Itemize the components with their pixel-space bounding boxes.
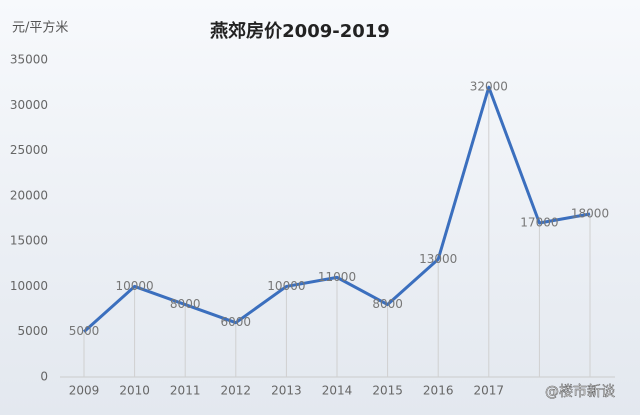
data-label: 8000	[170, 297, 201, 311]
data-label: 10000	[267, 279, 305, 293]
x-tick-label: 2015	[372, 384, 403, 398]
data-label: 11000	[318, 270, 356, 284]
x-tick-label: 2013	[271, 384, 302, 398]
y-tick-label: 15000	[10, 234, 48, 248]
data-label: 5000	[69, 324, 100, 338]
data-label: 18000	[571, 206, 609, 220]
x-tick-label: 2014	[322, 384, 353, 398]
line	[82, 85, 591, 333]
y-tick-label: 30000	[10, 98, 48, 112]
x-tick-label: 2010	[119, 384, 150, 398]
y-tick-label: 35000	[10, 53, 48, 67]
y-tick-label: 20000	[10, 188, 48, 202]
chart-title: 燕郊房价2009-2019	[210, 20, 390, 42]
y-tick-label: 10000	[10, 279, 48, 293]
x-tick-label: 2012	[221, 384, 252, 398]
y-axis-label: 元/平方米	[12, 20, 68, 36]
data-label: 6000	[221, 315, 252, 329]
data-label: 10000	[116, 279, 154, 293]
data-label: 8000	[372, 297, 403, 311]
x-tick-label: 2017	[474, 384, 505, 398]
data-label: 32000	[470, 80, 508, 94]
y-tick-label: 0	[40, 370, 48, 384]
watermark: @楼市新谈	[545, 383, 615, 400]
x-tick-label: 2016	[423, 384, 454, 398]
y-tick-label: 25000	[10, 143, 48, 157]
x-tick-label: 2009	[69, 384, 100, 398]
data-label: 13000	[419, 252, 457, 266]
y-tick-label: 5000	[17, 324, 48, 338]
x-tick-label: 2011	[170, 384, 201, 398]
data-label: 17000	[520, 216, 558, 230]
